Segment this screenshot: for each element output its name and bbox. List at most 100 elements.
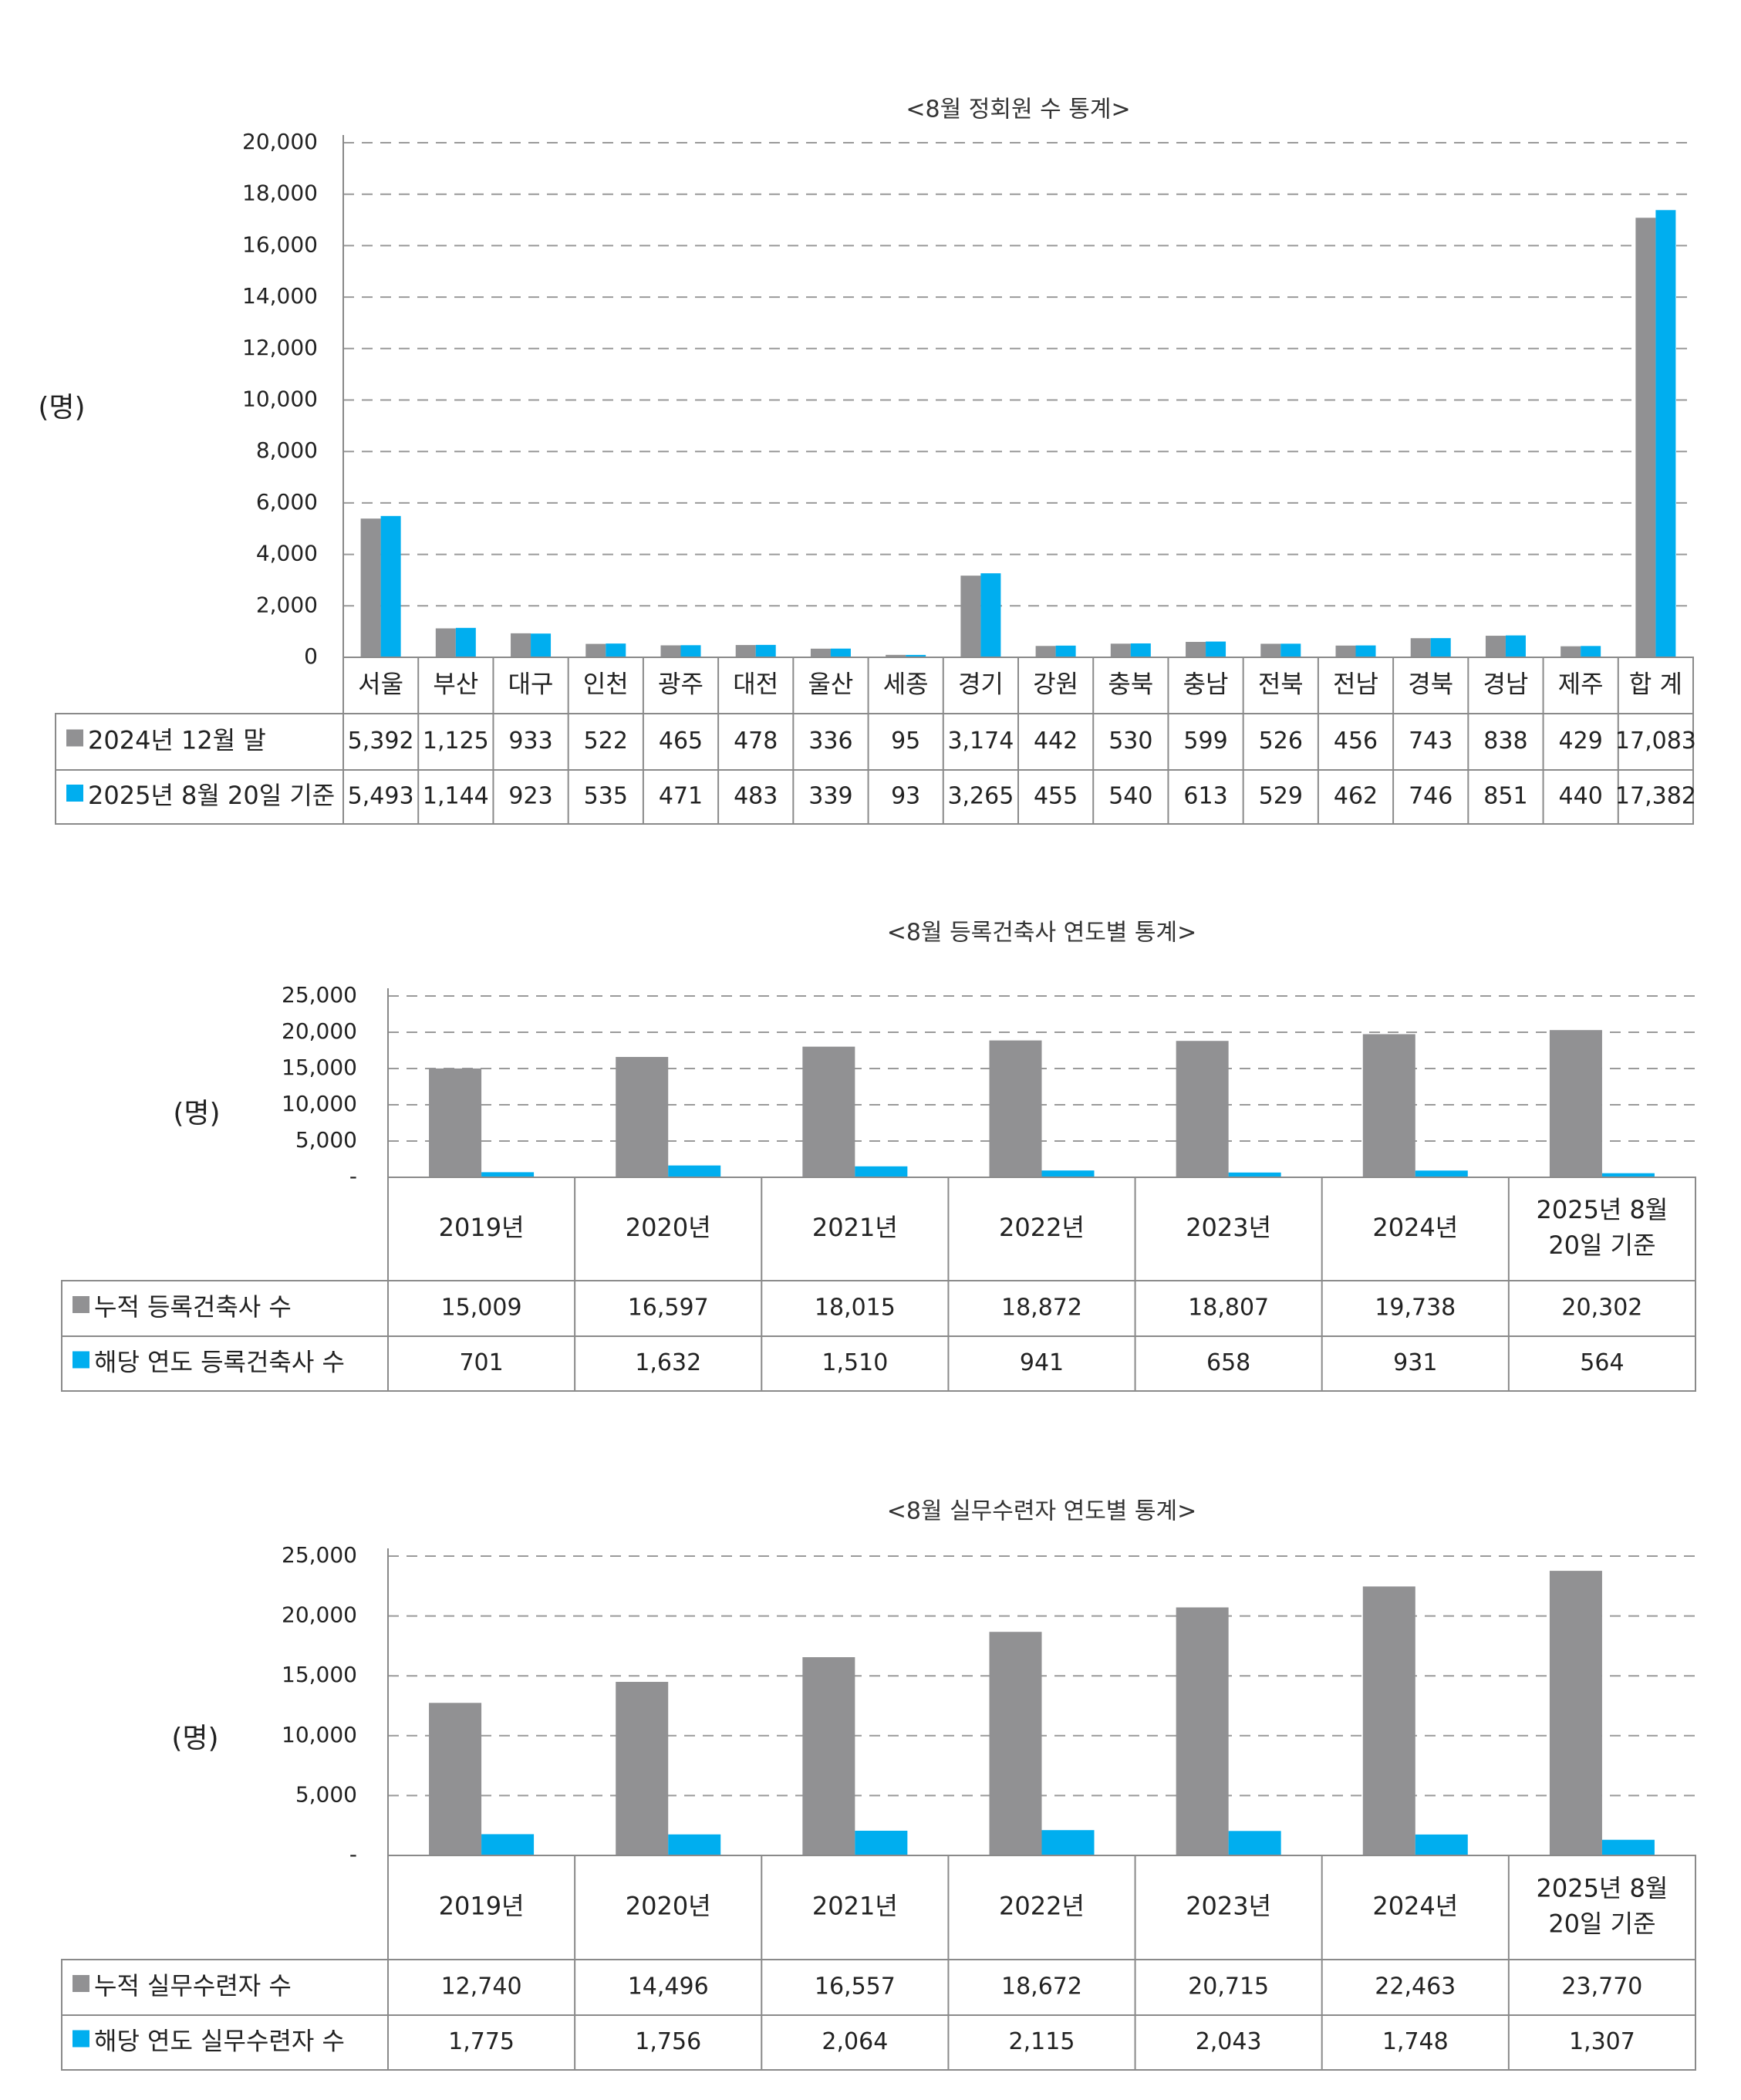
bar-s2 bbox=[455, 627, 476, 657]
x-category-label: 대전 bbox=[733, 670, 778, 699]
bar-s2 bbox=[1228, 1831, 1281, 1855]
bar-s1 bbox=[1335, 645, 1356, 657]
bar-s2 bbox=[1505, 635, 1526, 657]
bar-s2 bbox=[855, 1166, 908, 1177]
x-category-label: 2025년 8월 20일 기준 bbox=[1536, 1874, 1668, 1939]
bar-s1 bbox=[886, 654, 906, 657]
y-tick-label: 20,000 bbox=[242, 129, 318, 154]
data-value-cell: 529 bbox=[1259, 783, 1303, 810]
y-unit-label: (명) bbox=[171, 1723, 218, 1754]
y-tick-label: 6,000 bbox=[256, 489, 318, 515]
x-category-label: 2019년 bbox=[439, 1892, 525, 1921]
x-category-label: 대구 bbox=[508, 670, 554, 699]
data-value-cell: 478 bbox=[734, 728, 778, 755]
bar-s1 bbox=[1549, 1571, 1602, 1855]
bar-s1 bbox=[1110, 643, 1131, 657]
data-value-cell: 2,064 bbox=[822, 2028, 888, 2055]
data-value-cell: 16,557 bbox=[815, 1973, 896, 2000]
data-value-cell: 851 bbox=[1483, 783, 1527, 810]
data-value-cell: 471 bbox=[659, 783, 703, 810]
x-category-label: 합 계 bbox=[1629, 670, 1682, 699]
data-value-cell: 1,144 bbox=[423, 783, 489, 810]
bar-s1 bbox=[616, 1682, 669, 1855]
y-tick-label: 15,000 bbox=[282, 1662, 357, 1687]
data-value-cell: 455 bbox=[1034, 783, 1078, 810]
bar-s1 bbox=[802, 1657, 855, 1855]
y-tick-label: - bbox=[349, 1842, 357, 1867]
data-value-cell: 18,807 bbox=[1188, 1295, 1269, 1322]
x-category-label: 2021년 bbox=[812, 1892, 898, 1921]
data-value-cell: 18,672 bbox=[1001, 1973, 1082, 2000]
legend-swatch bbox=[73, 1351, 89, 1369]
legend-label: 해당 연도 실무수련자 수 bbox=[94, 2027, 345, 2056]
data-value-cell: 12,740 bbox=[441, 1973, 522, 2000]
data-value-cell: 701 bbox=[459, 1349, 503, 1376]
data-value-cell: 1,125 bbox=[423, 728, 489, 755]
x-category-label: 2022년 bbox=[999, 1892, 1085, 1921]
bar-s1 bbox=[802, 1046, 855, 1177]
y-tick-label: - bbox=[349, 1163, 357, 1189]
data-value-cell: 923 bbox=[508, 783, 552, 810]
x-category-label: 제주 bbox=[1558, 670, 1604, 699]
legend-label: 2025년 8월 20일 기준 bbox=[88, 781, 335, 810]
x-category-line: 2025년 8월 bbox=[1536, 1874, 1668, 1903]
y-unit-label: (명) bbox=[38, 392, 85, 424]
legend-swatch bbox=[66, 785, 83, 802]
data-value-cell: 17,083 bbox=[1615, 728, 1696, 755]
data-value-cell: 15,009 bbox=[441, 1295, 522, 1322]
bar-s2 bbox=[531, 633, 552, 657]
bar-s1 bbox=[1485, 636, 1506, 657]
x-category-label: 강원 bbox=[1033, 670, 1078, 699]
bar-s2 bbox=[1581, 646, 1601, 657]
y-tick-label: 14,000 bbox=[242, 283, 318, 309]
chart-2: <8월 등록건축사 연도별 통계> (명) 25,000 20,000 15,000 10… bbox=[61, 920, 1696, 1392]
data-value-cell: 95 bbox=[891, 728, 920, 755]
x-category-label: 2023년 bbox=[1186, 1213, 1271, 1242]
bar-s1 bbox=[660, 645, 681, 657]
y-tick-label: 0 bbox=[304, 643, 318, 669]
y-tick-label: 10,000 bbox=[282, 1091, 357, 1116]
bar-s2 bbox=[1041, 1170, 1095, 1177]
bar-s1 bbox=[435, 628, 456, 657]
bar-s1 bbox=[1362, 1034, 1415, 1177]
data-value-cell: 530 bbox=[1108, 728, 1152, 755]
data-value-cell: 22,463 bbox=[1375, 1973, 1456, 2000]
data-value-cell: 522 bbox=[584, 728, 628, 755]
x-category-label: 2019년 bbox=[439, 1213, 525, 1242]
legend-swatch bbox=[73, 1975, 89, 1992]
y-tick-label: 20,000 bbox=[282, 1602, 357, 1628]
y-tick-label: 25,000 bbox=[282, 1542, 357, 1568]
data-value-cell: 16,597 bbox=[628, 1295, 709, 1322]
y-tick-label: 20,000 bbox=[282, 1018, 357, 1044]
data-value-cell: 2,043 bbox=[1196, 2028, 1262, 2055]
data-value-cell: 540 bbox=[1108, 783, 1152, 810]
x-category-label: 충북 bbox=[1108, 670, 1153, 699]
data-value-cell: 442 bbox=[1034, 728, 1078, 755]
bar-s1 bbox=[1035, 646, 1056, 657]
data-value-cell: 1,510 bbox=[822, 1349, 888, 1376]
x-category-label: 경기 bbox=[958, 670, 1004, 699]
bar-s1 bbox=[1560, 646, 1581, 657]
bar-s2 bbox=[1415, 1834, 1468, 1855]
bar-s2 bbox=[668, 1165, 721, 1177]
data-value-cell: 23,770 bbox=[1561, 1973, 1642, 2000]
data-value-cell: 336 bbox=[808, 728, 852, 755]
data-value-cell: 3,265 bbox=[947, 783, 1014, 810]
data-value-cell: 1,748 bbox=[1382, 2028, 1449, 2055]
x-category-label: 2021년 bbox=[812, 1213, 898, 1242]
data-value-cell: 20,715 bbox=[1188, 1973, 1269, 2000]
data-value-cell: 19,738 bbox=[1375, 1295, 1456, 1322]
data-value-cell: 1,632 bbox=[635, 1349, 701, 1376]
bar-s1 bbox=[960, 576, 981, 657]
legend-swatch bbox=[66, 729, 83, 747]
data-value-cell: 93 bbox=[891, 783, 920, 810]
data-value-cell: 5,493 bbox=[348, 783, 414, 810]
y-tick-label: 25,000 bbox=[282, 982, 357, 1008]
data-value-cell: 743 bbox=[1409, 728, 1453, 755]
bar-s2 bbox=[855, 1830, 908, 1855]
legend-label: 2024년 12월 말 bbox=[88, 726, 266, 755]
bar-s1 bbox=[989, 1040, 1042, 1177]
data-value-cell: 941 bbox=[1020, 1349, 1064, 1376]
x-category-label: 경남 bbox=[1483, 670, 1528, 699]
